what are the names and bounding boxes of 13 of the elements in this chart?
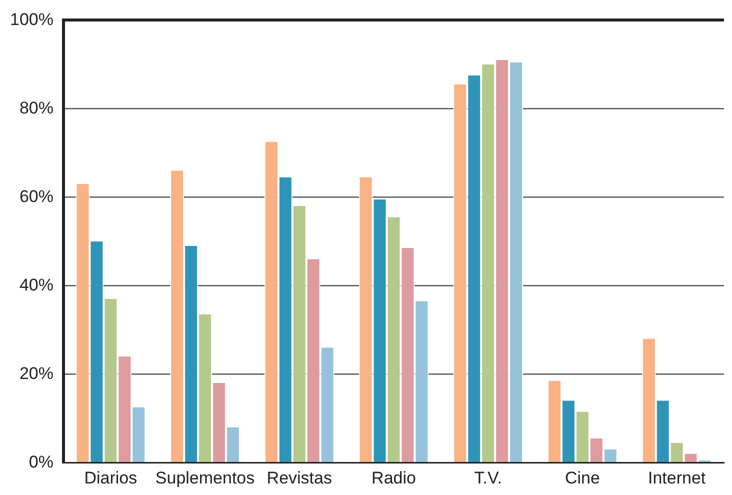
x-tick-label: Cine <box>564 468 600 488</box>
x-tick-label: Diarios <box>84 468 138 488</box>
y-tick-label: 40% <box>19 275 54 294</box>
x-tick-label: Radio <box>372 468 416 488</box>
y-tick-label: 60% <box>19 186 54 206</box>
y-tick-label: 0% <box>28 452 54 472</box>
y-tick-label: 20% <box>19 364 54 383</box>
x-tick-label: Revistas <box>266 468 332 488</box>
x-tick-label: T.V. <box>474 468 502 488</box>
y-tick-label: 100% <box>10 10 54 29</box>
x-tick-label: Internet <box>648 468 706 488</box>
y-tick-label: 80% <box>19 98 54 118</box>
x-tick-label: Suplementos <box>155 468 255 488</box>
